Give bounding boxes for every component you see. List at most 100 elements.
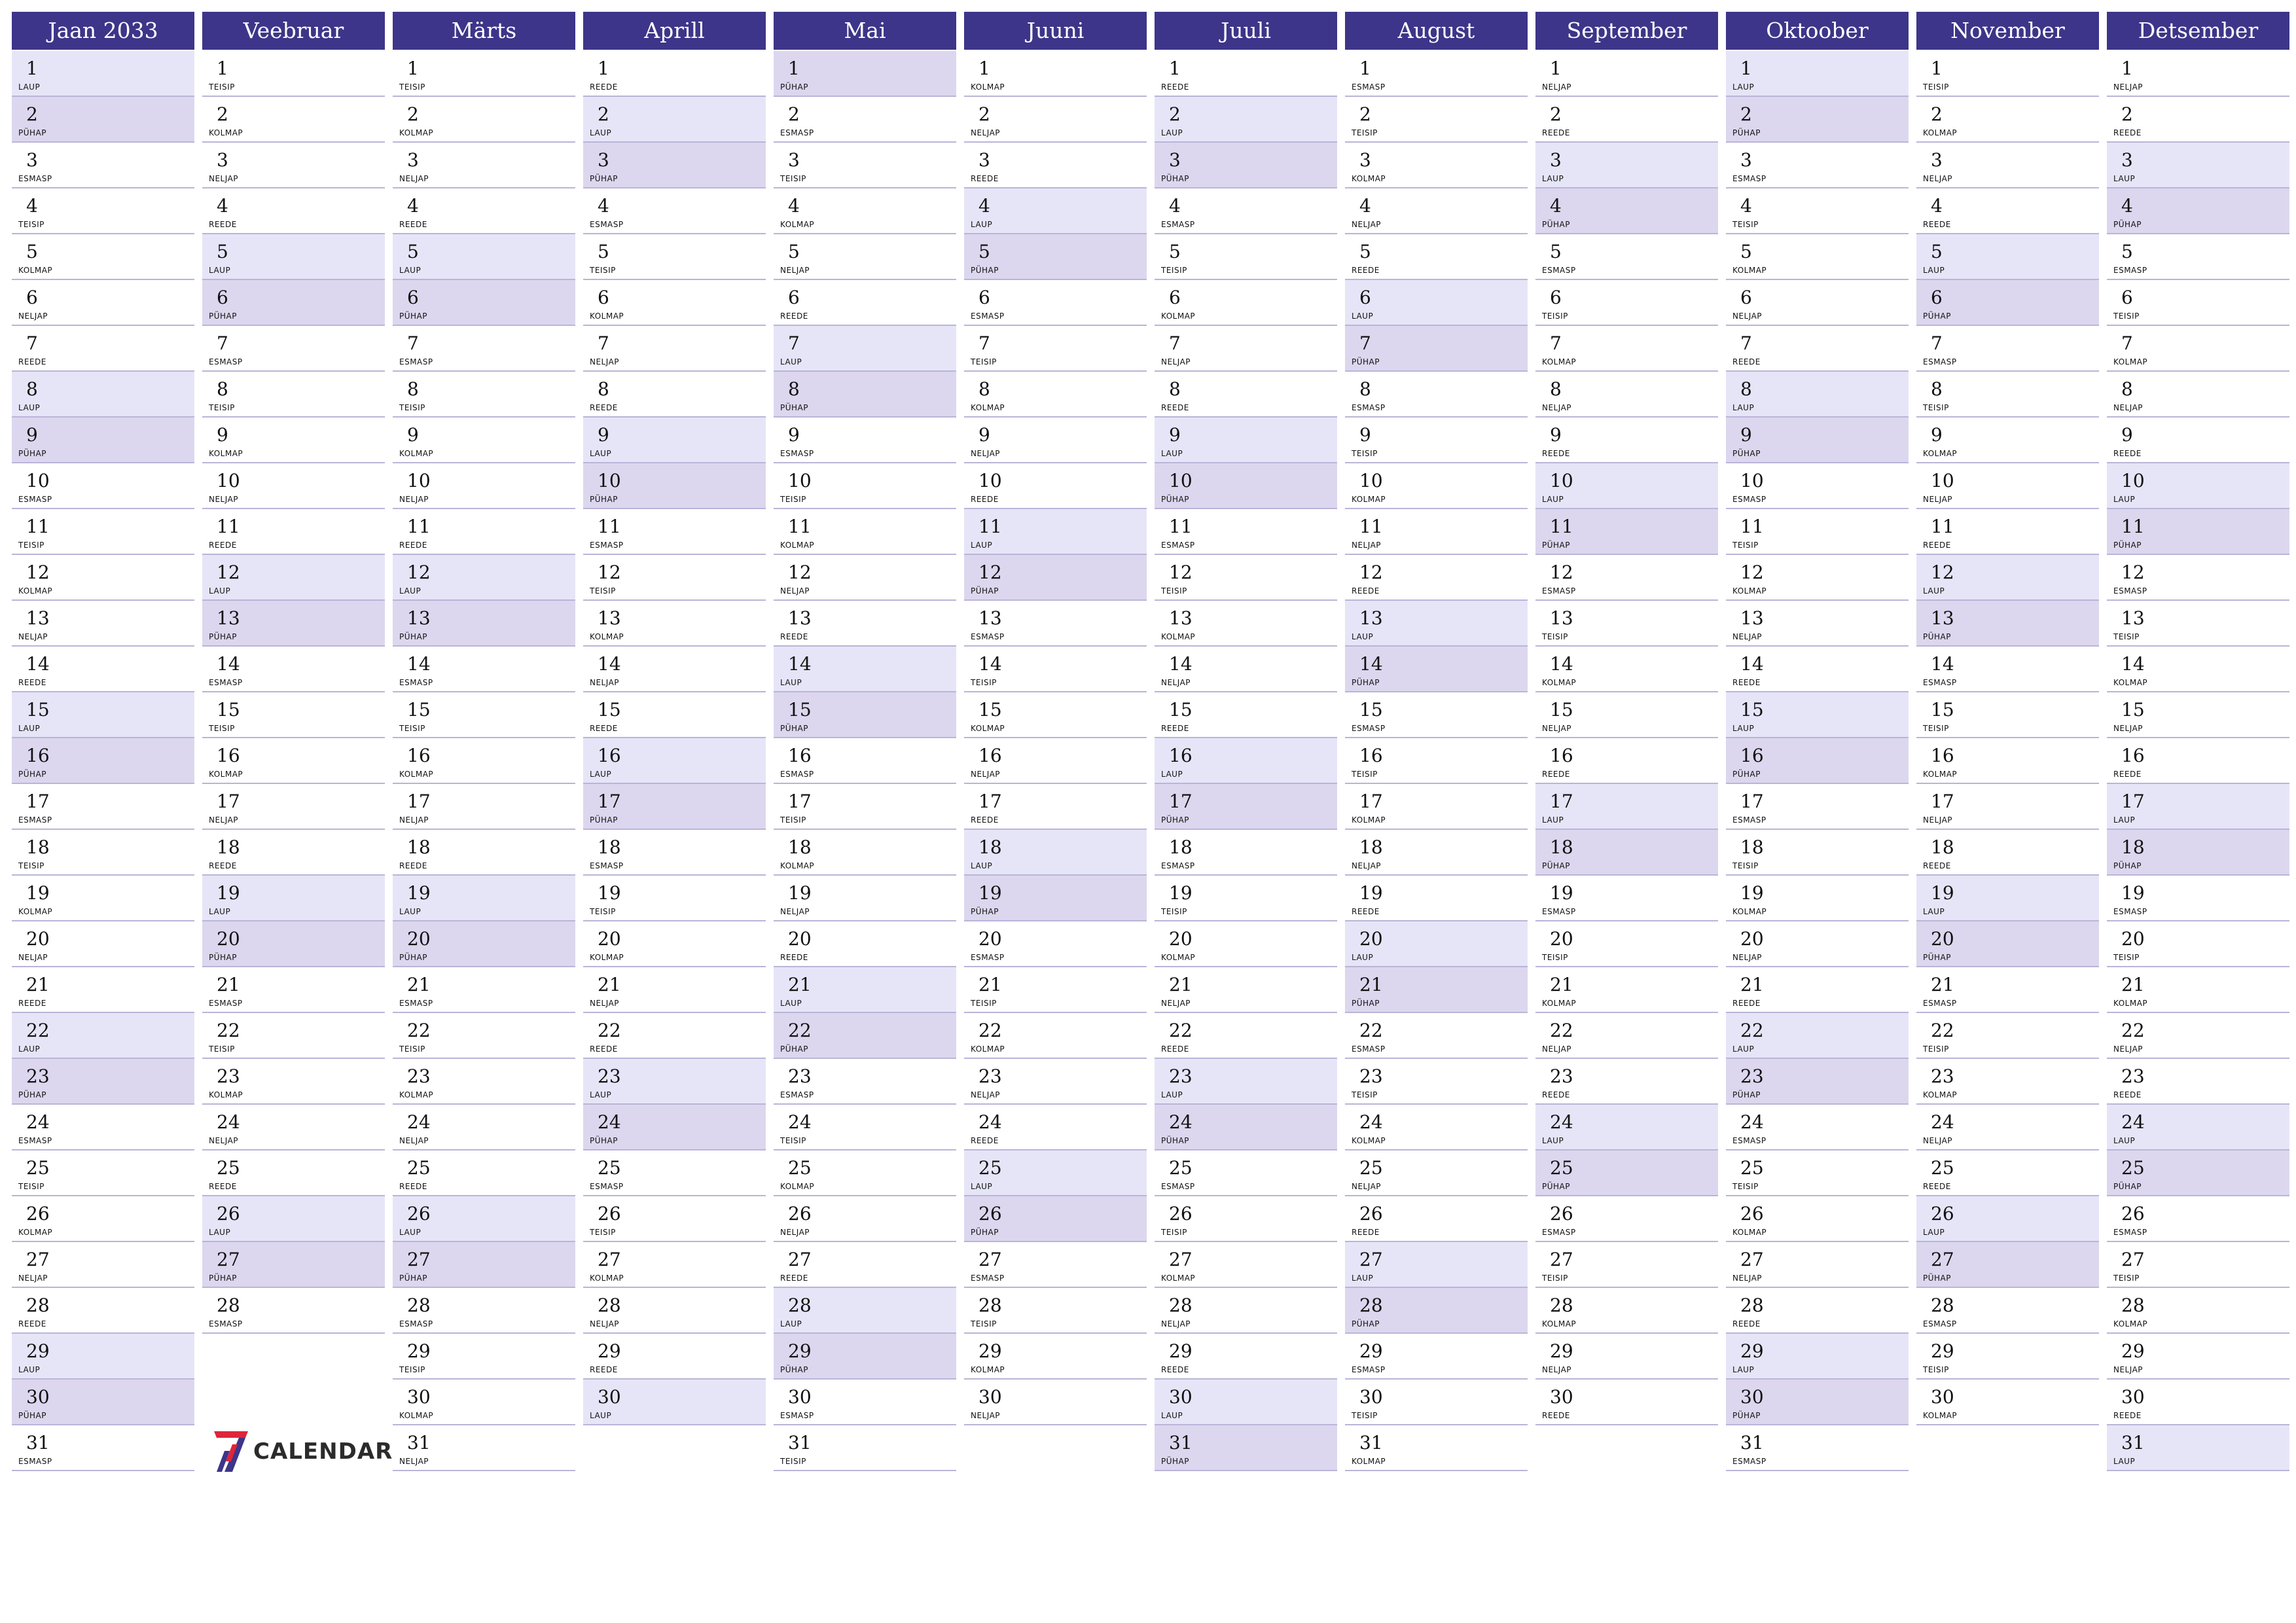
day-cell: 29 PÜHAP xyxy=(774,1334,956,1380)
weekday-label: ESMASP xyxy=(1923,357,1957,366)
weekday-label: PÜHAP xyxy=(209,632,237,641)
weekday-label: LAUP xyxy=(1542,495,1564,504)
day-number: 21 xyxy=(1359,974,1383,995)
weekday-label: TEISIP xyxy=(590,266,616,275)
day-cell: 7 REEDE xyxy=(1726,326,1909,372)
day-cell: 15 TEISIP xyxy=(1916,692,2099,738)
weekday-label: KOLMAP xyxy=(1923,449,1958,458)
month-header: Oktoober xyxy=(1726,12,1909,50)
day-number: 27 xyxy=(1740,1249,1764,1270)
day-cell: 20 LAUP xyxy=(1345,921,1528,967)
day-number: 19 xyxy=(598,882,621,904)
weekday-label: REEDE xyxy=(590,1044,618,1054)
day-number: 11 xyxy=(26,516,50,537)
day-number: 8 xyxy=(598,378,609,400)
weekday-label: ESMASP xyxy=(209,999,243,1008)
day-cell: 20 ESMASP xyxy=(964,921,1147,967)
day-cell: 7 NELJAP xyxy=(583,326,766,372)
weekday-label: TEISIP xyxy=(18,1182,45,1191)
day-number: 6 xyxy=(598,287,609,308)
day-cell: 30 NELJAP xyxy=(964,1380,1147,1425)
day-number: 20 xyxy=(1931,928,1954,950)
day-number: 3 xyxy=(1740,149,1752,171)
day-cell: 22 TEISIP xyxy=(393,1013,575,1059)
day-cell: 19 TEISIP xyxy=(583,876,766,921)
day-number: 28 xyxy=(1169,1294,1193,1316)
weekday-label: NELJAP xyxy=(590,357,620,366)
day-cell: 29 KOLMAP xyxy=(964,1334,1147,1380)
day-cell: 15 NELJAP xyxy=(2107,692,2289,738)
weekday-label: REEDE xyxy=(209,541,237,550)
day-cell: 19 NELJAP xyxy=(774,876,956,921)
day-cell: 1 TEISIP xyxy=(202,51,385,97)
weekday-label: ESMASP xyxy=(209,357,243,366)
day-cell: 25 TEISIP xyxy=(12,1150,194,1196)
day-number: 10 xyxy=(217,470,240,491)
day-cell: 16 TEISIP xyxy=(1345,738,1528,784)
day-number: 7 xyxy=(1931,332,1943,354)
weekday-label: NELJAP xyxy=(590,678,620,687)
weekday-label: KOLMAP xyxy=(1161,632,1196,641)
weekday-label: TEISIP xyxy=(1542,632,1568,641)
day-cell: 15 PÜHAP xyxy=(774,692,956,738)
weekday-label: KOLMAP xyxy=(590,632,624,641)
weekday-label: NELJAP xyxy=(399,1457,429,1466)
day-number: 3 xyxy=(1550,149,1562,171)
day-cell: 9 KOLMAP xyxy=(202,418,385,463)
day-number: 14 xyxy=(598,653,621,675)
weekday-label: KOLMAP xyxy=(399,1090,434,1099)
weekday-label: ESMASP xyxy=(971,632,1005,641)
day-cell: 9 TEISIP xyxy=(1345,418,1528,463)
day-cell: 21 ESMASP xyxy=(202,967,385,1013)
day-number: 5 xyxy=(26,241,38,262)
weekday-label: KOLMAP xyxy=(1161,1274,1196,1283)
day-number: 27 xyxy=(217,1249,240,1270)
day-cell: 14 ESMASP xyxy=(202,647,385,692)
day-cell: 21 LAUP xyxy=(774,967,956,1013)
day-cell: 30 KOLMAP xyxy=(1916,1380,2099,1425)
day-cell: 20 PÜHAP xyxy=(1916,921,2099,967)
day-cell: 16 KOLMAP xyxy=(1916,738,2099,784)
day-number: 3 xyxy=(2121,149,2133,171)
day-cell: 16 KOLMAP xyxy=(393,738,575,784)
day-cell: 17 TEISIP xyxy=(774,784,956,830)
day-cell: 19 LAUP xyxy=(393,876,575,921)
day-cell: 5 LAUP xyxy=(202,234,385,280)
day-cell: 30 KOLMAP xyxy=(393,1380,575,1425)
day-number: 25 xyxy=(1931,1157,1954,1179)
weekday-label: LAUP xyxy=(18,403,41,412)
day-number: 2 xyxy=(1740,103,1752,125)
day-cell: 15 KOLMAP xyxy=(964,692,1147,738)
day-number: 23 xyxy=(1359,1065,1383,1087)
weekday-label: KOLMAP xyxy=(18,586,53,596)
day-cell: 12 REEDE xyxy=(1345,555,1528,601)
day-cell: 11 TEISIP xyxy=(12,509,194,555)
day-number: 10 xyxy=(1931,470,1954,491)
day-number: 4 xyxy=(1740,195,1752,217)
day-number: 18 xyxy=(26,836,50,858)
weekday-label: TEISIP xyxy=(1923,82,1949,92)
weekday-label: NELJAP xyxy=(399,174,429,183)
day-cell: 25 REEDE xyxy=(202,1150,385,1196)
day-number: 12 xyxy=(1169,562,1193,583)
weekday-label: TEISIP xyxy=(209,724,235,733)
weekday-label: LAUP xyxy=(1923,586,1945,596)
weekday-label: REEDE xyxy=(971,815,999,825)
day-number: 27 xyxy=(978,1249,1002,1270)
day-cell: 3 ESMASP xyxy=(1726,143,1909,188)
day-number: 10 xyxy=(1359,470,1383,491)
day-cell: 6 TEISIP xyxy=(2107,280,2289,326)
day-cell: 15 NELJAP xyxy=(1535,692,1718,738)
day-number: 6 xyxy=(26,287,38,308)
day-cell: 20 PÜHAP xyxy=(202,921,385,967)
weekday-label: TEISIP xyxy=(2113,632,2140,641)
day-cell: 4 KOLMAP xyxy=(774,188,956,234)
weekday-label: LAUP xyxy=(209,266,231,275)
day-number: 4 xyxy=(1359,195,1371,217)
day-cell: 8 REEDE xyxy=(583,372,766,418)
day-number: 24 xyxy=(1740,1111,1764,1133)
weekday-label: ESMASP xyxy=(1161,541,1195,550)
month-header: Detsember xyxy=(2107,12,2289,50)
day-cell: 10 LAUP xyxy=(2107,463,2289,509)
day-cell: 3 NELJAP xyxy=(202,143,385,188)
